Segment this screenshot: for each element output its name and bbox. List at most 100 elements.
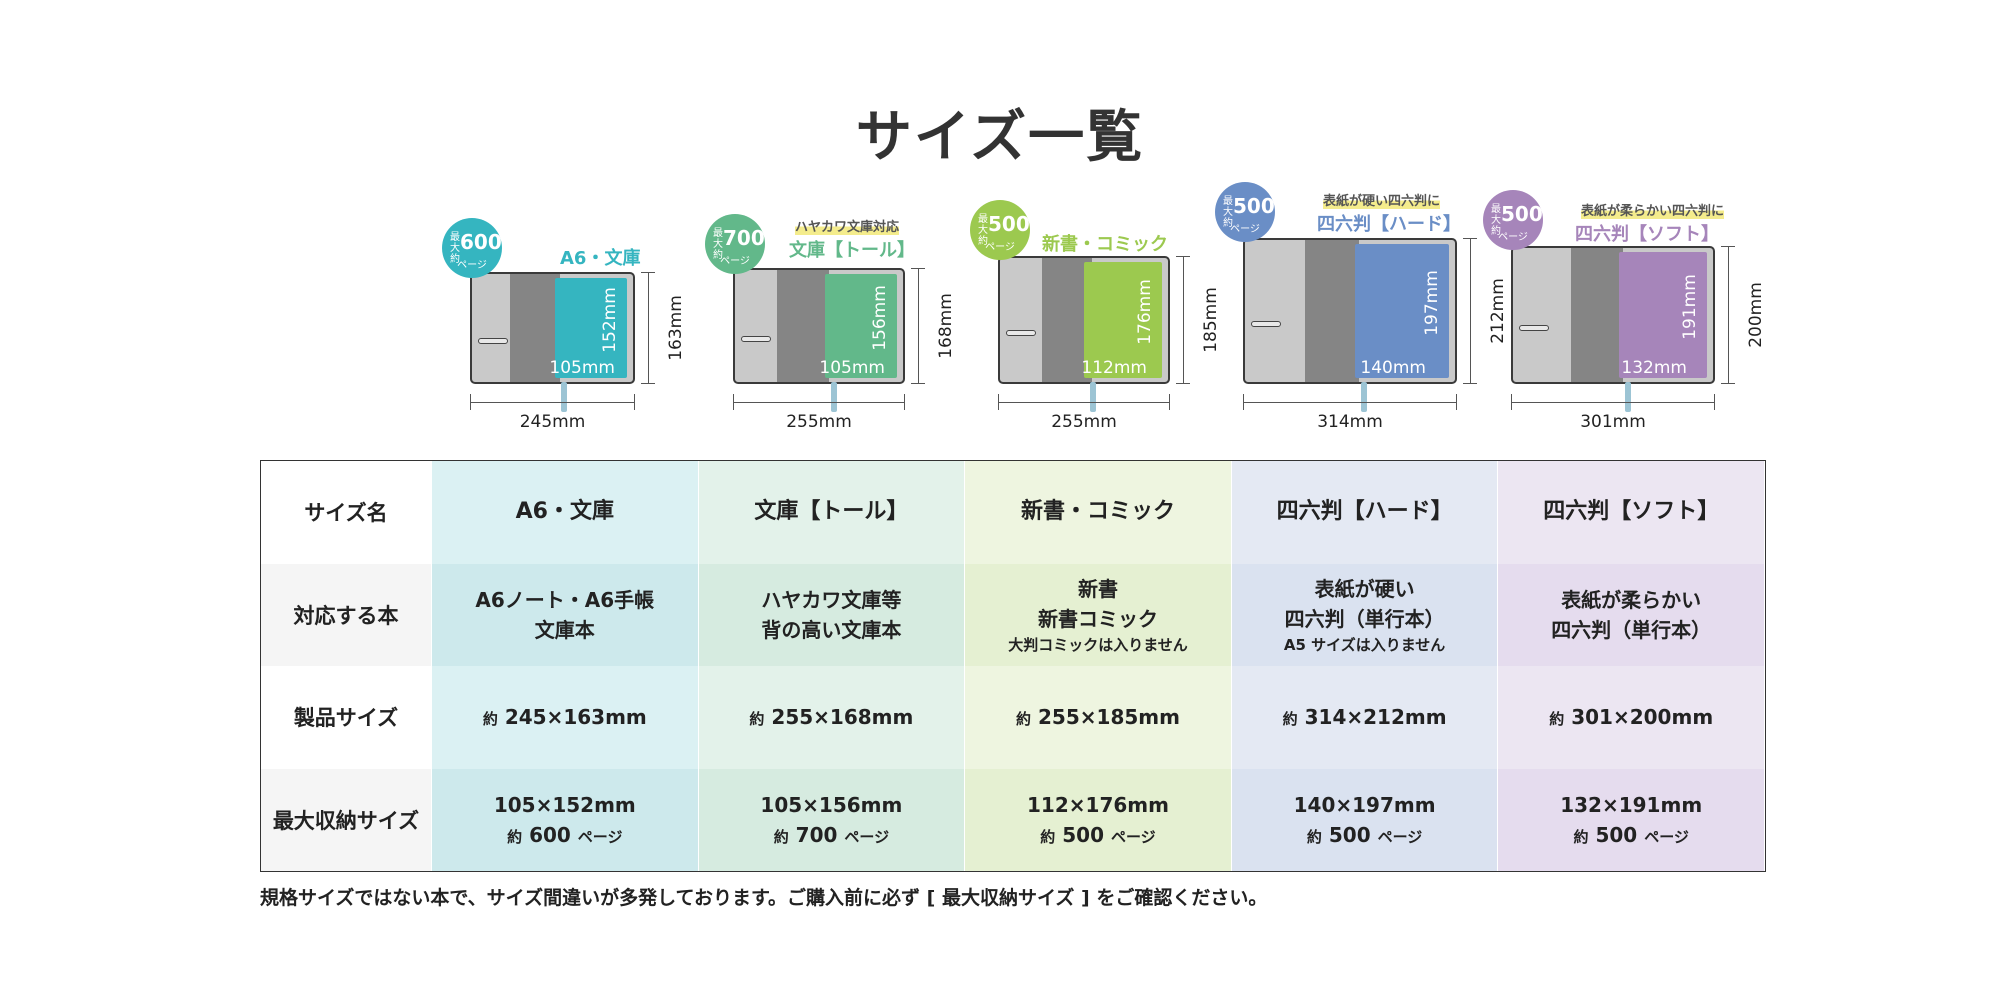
badge-prefix: 最大 約 [1491, 204, 1501, 237]
row-label-product-size: 製品サイズ [261, 666, 432, 769]
max-pages-num: 500 [1328, 822, 1371, 847]
product-illustration: 105mm 156mm 255mm 168mm 最大 約 700 ページ ハヤカワ文庫対応 文庫… [705, 186, 965, 456]
max-pages-unit: ページ [1110, 827, 1156, 846]
approx-label: 約 [749, 710, 765, 729]
max-size-value: 140×197mm [1293, 792, 1436, 817]
book-line: 四六判（単行本） [1284, 606, 1445, 631]
product-size-cell: 約 255×185mm [965, 666, 1232, 769]
badge-number: 500 [1501, 202, 1543, 226]
badge-unit: ページ [720, 256, 750, 267]
max-pages-badge: 最大 約 700 ページ [705, 214, 765, 274]
outer-height-label: 163mm [665, 295, 686, 361]
outer-width-label: 255mm [786, 412, 852, 432]
approx-label: 約 [773, 827, 789, 846]
badge-number: 500 [988, 212, 1030, 236]
product-size-value: 255×168mm [771, 705, 914, 730]
book-line: 新書 [1077, 576, 1118, 601]
max-pages-badge: 最大 約 500 ページ [1483, 190, 1543, 250]
row-label-max-size: 最大収納サイズ [261, 768, 432, 871]
book-line: 背の高い文庫本 [761, 617, 902, 642]
book-note: A5 サイズは入りません [1283, 635, 1446, 654]
outer-width-label: 314mm [1317, 412, 1383, 432]
cover-spine [1042, 258, 1092, 382]
max-pages-badge: 最大 約 600 ページ [442, 218, 502, 278]
cover-spine [1305, 240, 1359, 382]
product-size-value: 314×212mm [1304, 705, 1447, 730]
product-size-cell: 約 301×200mm [1498, 666, 1765, 769]
footnote: 規格サイズではない本で、サイズ間違いが多発しております。ご購入前に必ず [ 最大… [260, 887, 1268, 909]
width-dimension-line [1511, 394, 1715, 410]
approx-label: 約 [1549, 710, 1565, 729]
product-size-value: 301×200mm [1571, 705, 1714, 730]
illustration-subtitle: ハヤカワ文庫対応 [795, 216, 900, 235]
inner-width-label: 132mm [1621, 358, 1687, 378]
outer-height-label: 185mm [1200, 287, 1221, 353]
cover-spine [1571, 248, 1623, 382]
height-dimension-line [911, 268, 925, 384]
badge-unit: ページ [985, 242, 1015, 253]
max-size-cell: 112×176mm 約 500 ページ [965, 768, 1232, 871]
strap-slot-icon [741, 336, 771, 342]
badge-prefix: 最大 約 [978, 214, 988, 247]
max-size-cell: 105×156mm 約 700 ページ [698, 768, 966, 871]
size-name: A6・文庫 [515, 499, 614, 525]
badge-unit: ページ [1230, 224, 1260, 235]
outer-width-label: 255mm [1051, 412, 1117, 432]
max-size-value: 105×152mm [493, 792, 636, 817]
size-name: 新書・コミック [1020, 499, 1175, 525]
max-size-value: 132×191mm [1560, 792, 1703, 817]
book-line: 表紙が硬い [1314, 576, 1415, 601]
product-illustration: 140mm 197mm 314mm 212mm 最大 約 500 ページ 表紙が硬い四六判に四… [1215, 182, 1517, 456]
inner-width-label: 105mm [819, 358, 885, 378]
product-illustration: 105mm 152mm 245mm 163mm 最大 約 600 ページ A6・文庫 [442, 186, 695, 456]
size-name-cell: 四六判【ソフト】 [1498, 461, 1765, 564]
max-pages-num: 700 [795, 822, 838, 847]
book-pocket [825, 274, 897, 378]
inner-width-label: 105mm [549, 358, 615, 378]
illustration-title: 文庫【トール】 [789, 240, 915, 261]
max-size-cell: 105×152mm 約 600 ページ [432, 768, 699, 871]
max-pages-num: 500 [1062, 822, 1105, 847]
product-size-cell: 約 314×212mm [1231, 666, 1499, 769]
book-line: 四六判（単行本） [1551, 617, 1712, 642]
width-dimension-line [1243, 394, 1457, 410]
books-cell: 表紙が柔らかい 四六判（単行本） [1498, 563, 1765, 666]
book-cover-illustration: 105mm 152mm [470, 272, 635, 384]
page-title: サイズ一覧 [855, 105, 1145, 170]
max-pages-badge: 最大 約 500 ページ [970, 200, 1030, 260]
badge-unit: ページ [457, 260, 487, 271]
strap-slot-icon [1519, 325, 1549, 331]
row-label-books: 対応する本 [261, 563, 432, 666]
approx-label: 約 [482, 710, 498, 729]
book-cover-illustration: 105mm 156mm [733, 268, 905, 384]
size-name-cell: A6・文庫 [432, 461, 699, 564]
illustration-subtitle: 表紙が柔らかい四六判に [1581, 200, 1725, 219]
cover-spine [777, 270, 829, 382]
product-illustration: 132mm 191mm 301mm 200mm 最大 約 500 ページ 表紙が柔らかい四六判… [1483, 186, 1775, 456]
badge-prefix: 最大 約 [1223, 196, 1233, 229]
badge-number: 600 [460, 230, 502, 254]
size-table: サイズ名 A6・文庫 文庫【トール】 新書・コミック 四六判【ハード】 四六判【… [260, 460, 1766, 872]
book-line: 表紙が柔らかい [1561, 587, 1702, 612]
size-name-cell: 新書・コミック [965, 461, 1232, 564]
book-cover-illustration: 112mm 176mm [998, 256, 1170, 384]
product-illustration: 112mm 176mm 255mm 185mm 最大 約 500 ページ 新書・コミック [970, 186, 1230, 456]
badge-number: 700 [723, 226, 765, 250]
product-size-value: 245×163mm [504, 705, 647, 730]
outer-height-label: 212mm [1487, 278, 1508, 344]
outer-width-label: 301mm [1580, 412, 1646, 432]
books-cell: ハヤカワ文庫等 背の高い文庫本 [698, 563, 966, 666]
height-dimension-line [1721, 246, 1735, 384]
approx-label: 約 [507, 827, 523, 846]
badge-prefix: 最大 約 [450, 232, 460, 265]
size-name: 四六判【ハード】 [1276, 499, 1453, 525]
book-cover-illustration: 132mm 191mm [1511, 246, 1715, 384]
book-line: 新書コミック [1037, 606, 1158, 631]
books-cell: 新書 新書コミック 大判コミックは入りません [965, 563, 1232, 666]
book-line: 文庫本 [534, 617, 595, 642]
row-label-size-name: サイズ名 [261, 461, 432, 564]
book-line: A6ノート・A6手帳 [475, 587, 655, 612]
bookmark-ribbon [1625, 382, 1631, 412]
illustration-subtitle: 表紙が硬い四六判に [1323, 190, 1441, 209]
approx-label: 約 [1306, 827, 1322, 846]
